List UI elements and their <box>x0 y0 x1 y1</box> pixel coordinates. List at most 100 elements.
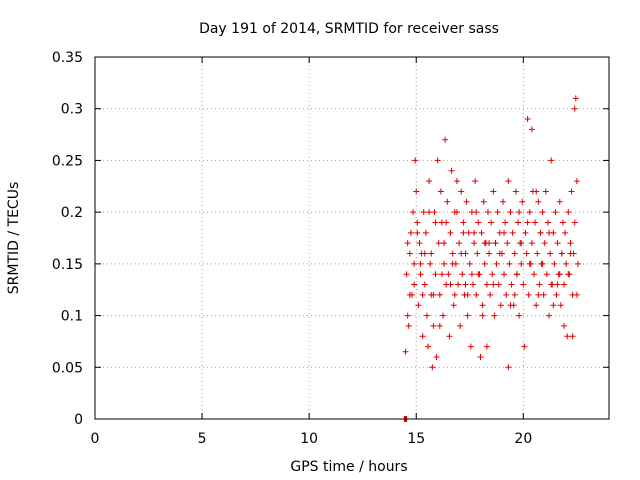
data-point <box>466 260 473 267</box>
data-point <box>468 271 475 278</box>
data-point <box>421 250 428 257</box>
data-point <box>464 312 471 319</box>
data-point <box>518 240 525 247</box>
data-point <box>475 271 482 278</box>
data-point <box>453 178 460 185</box>
data-point <box>467 343 474 350</box>
data-point <box>553 291 560 298</box>
data-point <box>534 250 541 257</box>
data-point <box>507 302 514 309</box>
data-point <box>574 260 581 267</box>
data-point <box>569 333 576 340</box>
data-point <box>539 209 546 216</box>
data-point <box>453 209 460 216</box>
y-tick-label: 0.3 <box>61 102 83 118</box>
data-point <box>520 281 527 288</box>
data-point <box>526 260 533 267</box>
data-point <box>488 219 495 226</box>
data-point <box>444 198 451 205</box>
data-point <box>521 343 528 350</box>
data-point <box>450 302 457 309</box>
data-point <box>480 198 487 205</box>
data-point <box>458 188 465 195</box>
data-point <box>564 333 571 340</box>
data-point <box>426 178 433 185</box>
data-point <box>526 209 533 216</box>
data-point <box>491 312 498 319</box>
data-point <box>503 291 510 298</box>
data-point <box>536 281 543 288</box>
data-point <box>433 353 440 360</box>
data-point <box>556 198 563 205</box>
grid-lines <box>95 57 609 419</box>
data-point <box>421 281 428 288</box>
data-point <box>459 271 466 278</box>
data-point <box>540 291 547 298</box>
data-point <box>428 250 435 257</box>
data-point <box>403 271 410 278</box>
data-point <box>441 260 448 267</box>
data-point <box>483 281 490 288</box>
data-point <box>571 219 578 226</box>
y-tick-label: 0.25 <box>52 153 83 169</box>
data-point <box>507 209 514 216</box>
data-point <box>481 260 488 267</box>
data-point <box>532 219 539 226</box>
data-point <box>568 188 575 195</box>
x-tick-label: 10 <box>300 431 318 447</box>
data-point <box>484 209 491 216</box>
data-point <box>567 240 574 247</box>
data-point <box>410 209 417 216</box>
data-point <box>516 209 523 216</box>
data-point <box>425 343 432 350</box>
data-point <box>504 240 511 247</box>
data-point <box>415 302 422 309</box>
data-point <box>565 271 572 278</box>
data-point <box>528 240 535 247</box>
data-point <box>442 136 449 143</box>
data-point <box>471 240 478 247</box>
data-point <box>455 281 462 288</box>
data-point <box>494 209 501 216</box>
data-point <box>505 178 512 185</box>
data-point <box>405 322 412 329</box>
y-tick-label: 0.2 <box>61 205 83 221</box>
data-point <box>447 229 454 236</box>
data-point <box>472 178 479 185</box>
data-point <box>443 219 450 226</box>
data-point <box>430 291 437 298</box>
data-point <box>514 219 521 226</box>
data-point <box>449 250 456 257</box>
data-point <box>501 271 508 278</box>
data-point <box>542 188 549 195</box>
data-point <box>460 219 467 226</box>
data-point <box>436 291 443 298</box>
data-point <box>558 250 565 257</box>
data-point <box>554 281 561 288</box>
x-tick-label: 0 <box>91 431 100 447</box>
data-point <box>436 322 443 329</box>
x-tick-label: 20 <box>514 431 532 447</box>
data-point <box>562 229 569 236</box>
data-point <box>435 240 442 247</box>
data-points <box>401 95 581 422</box>
data-point <box>475 219 482 226</box>
data-point <box>501 229 508 236</box>
chart-title: Day 191 of 2014, SRMTID for receiver sas… <box>199 21 499 37</box>
data-point <box>490 281 497 288</box>
data-point <box>406 250 413 257</box>
data-point <box>437 188 444 195</box>
data-point <box>419 333 426 340</box>
data-point <box>457 322 464 329</box>
data-point <box>492 240 499 247</box>
data-point <box>427 260 434 267</box>
data-point <box>497 302 504 309</box>
data-point <box>448 167 455 174</box>
data-point <box>451 291 458 298</box>
data-point <box>490 188 497 195</box>
data-point <box>432 271 439 278</box>
data-point <box>513 271 520 278</box>
data-point <box>404 240 411 247</box>
y-tick-label: 0.1 <box>61 309 83 325</box>
